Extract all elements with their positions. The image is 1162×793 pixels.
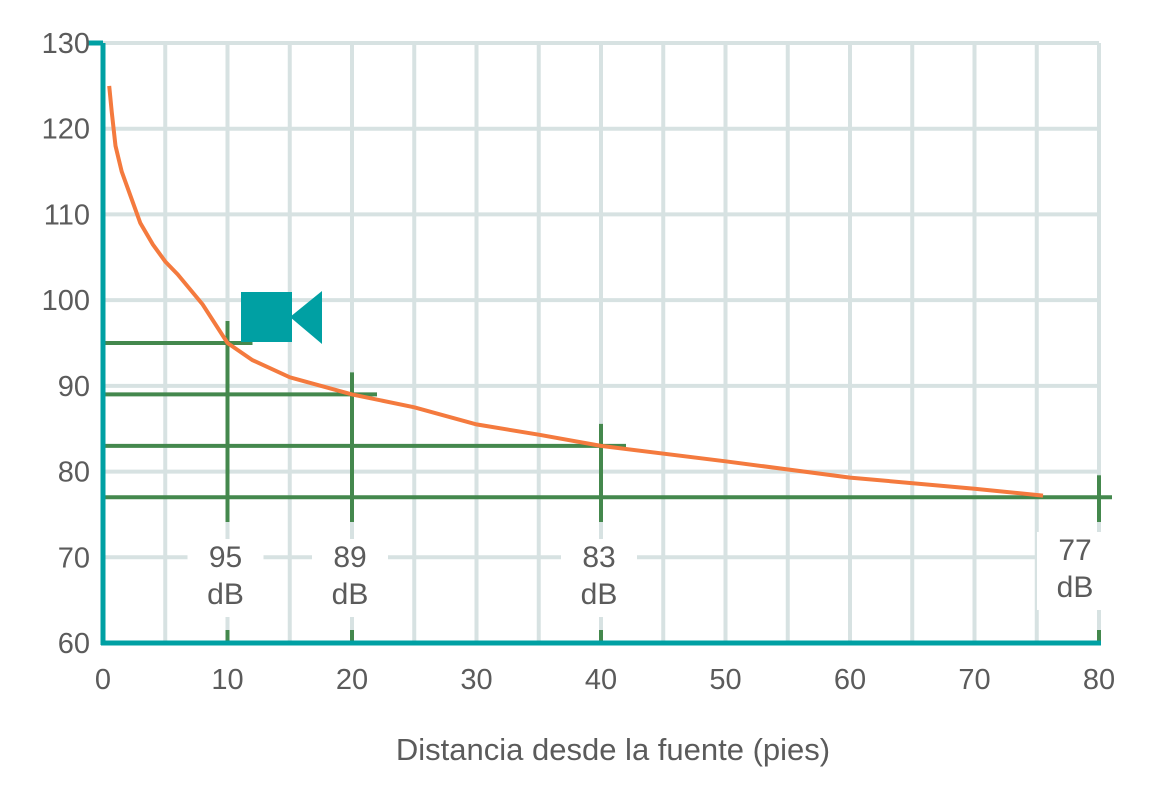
x-axis-label: Distancia desde la fuente (pies) [396, 732, 830, 767]
sound-level-curve [107, 85, 1044, 498]
x-tick-label: 70 [958, 664, 990, 696]
marker-unit-label: dB [207, 578, 244, 611]
x-tick-label: 50 [709, 664, 741, 696]
marker-unit-label: dB [581, 578, 618, 611]
tick-labels: 60 70 80 90 100 110 120 130 0 10 20 30 40 50 60 70 80 [42, 28, 1116, 696]
axes [87, 40, 1101, 646]
marker-label-background [561, 539, 637, 617]
y-tick-label: 130 [42, 28, 90, 60]
x-tick-label: 30 [460, 664, 492, 696]
marker-lines [103, 321, 1112, 643]
x-tick-label: 40 [585, 664, 617, 696]
x-tick-label: 20 [336, 664, 368, 696]
x-tick-label: 0 [95, 664, 111, 696]
y-tick-label: 100 [42, 285, 90, 317]
marker-unit-label: dB [1057, 571, 1094, 604]
marker-value-label: 83 [582, 541, 615, 574]
y-tick-label: 60 [58, 628, 90, 660]
y-tick-label: 70 [58, 542, 90, 574]
marker-value-label: 77 [1058, 534, 1091, 567]
marker-label-background [1037, 532, 1113, 610]
y-tick-label: 110 [44, 199, 90, 231]
marker-value-label: 95 [209, 541, 242, 574]
y-tick-label: 90 [58, 371, 90, 403]
marker-unit-label: dB [332, 578, 369, 611]
y-tick-label: 80 [58, 457, 90, 489]
x-tick-label: 10 [211, 664, 243, 696]
y-tick-label: 120 [42, 114, 90, 146]
x-tick-label: 80 [1083, 664, 1115, 696]
x-tick-label: 60 [834, 664, 866, 696]
marker-label-background [312, 539, 388, 617]
video-camera-icon [241, 291, 322, 344]
marker-label-background [187, 539, 264, 617]
marker-value-label: 89 [333, 541, 366, 574]
marker-labels: 95 dB 89 dB 83 dB 77 dB [187, 532, 1113, 617]
